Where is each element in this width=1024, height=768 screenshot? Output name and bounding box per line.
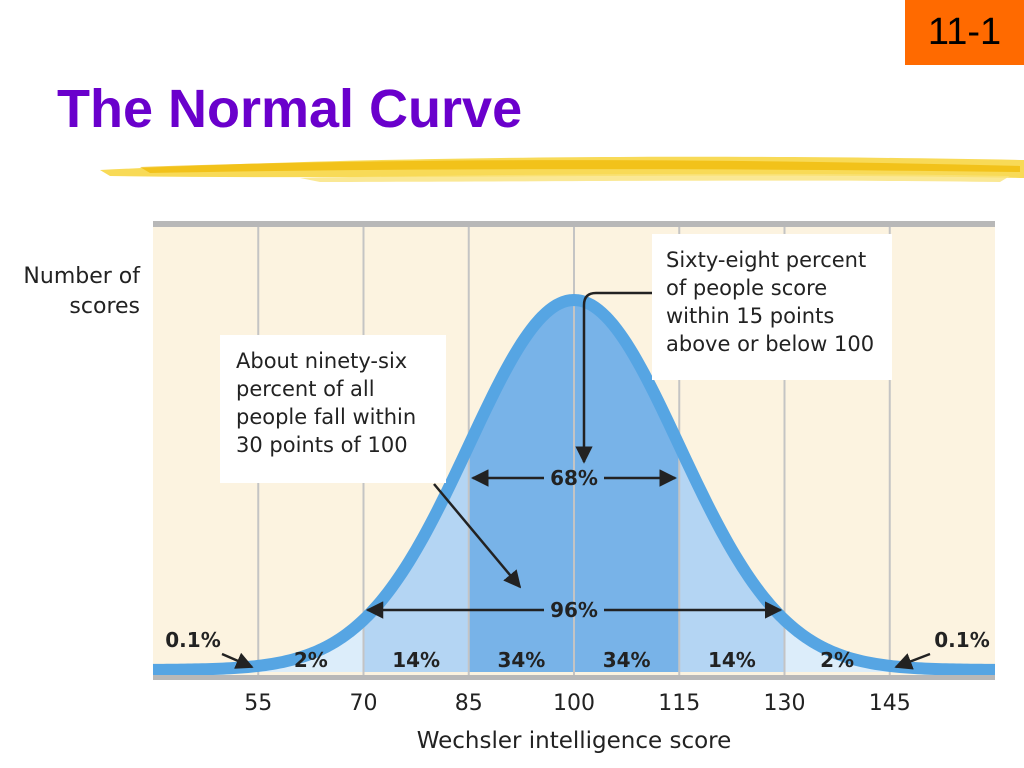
slide-number: 11-1 bbox=[905, 0, 1024, 65]
x-axis-label: Wechsler intelligence score bbox=[417, 728, 732, 754]
x-tick-label: 100 bbox=[553, 691, 595, 716]
band bbox=[258, 619, 364, 672]
callout-68: Sixty-eight percent of people score with… bbox=[652, 234, 892, 380]
brush-stroke bbox=[100, 156, 1024, 182]
tail-arrow bbox=[221, 652, 254, 669]
tail-arrow bbox=[894, 652, 931, 670]
span-label: 96% bbox=[550, 598, 598, 622]
normal-curve bbox=[150, 294, 998, 676]
tail-label: 0.1% bbox=[165, 628, 220, 652]
x-tick-label: 70 bbox=[350, 691, 378, 716]
band-label: 2% bbox=[294, 648, 328, 672]
tail-label: 0.1% bbox=[934, 628, 989, 652]
callout-96: About ninety-six percent of all people f… bbox=[220, 335, 446, 483]
callout-arrow bbox=[575, 291, 652, 464]
callout-arrow bbox=[433, 483, 522, 589]
band-label: 34% bbox=[603, 648, 651, 672]
band-label: 2% bbox=[820, 648, 854, 672]
plot-baseline bbox=[153, 675, 995, 680]
x-tick-label: 145 bbox=[869, 691, 911, 716]
x-tick-label: 130 bbox=[764, 691, 806, 716]
plot-top-border bbox=[153, 221, 995, 227]
y-axis-label: Number of scores bbox=[23, 264, 140, 319]
x-tick-label: 115 bbox=[658, 691, 700, 716]
band-label: 34% bbox=[497, 648, 545, 672]
title: The Normal Curve bbox=[57, 79, 523, 139]
span-label: 68% bbox=[550, 466, 598, 490]
band bbox=[784, 619, 890, 672]
x-tick-label: 85 bbox=[455, 691, 483, 716]
x-tick-label: 55 bbox=[244, 691, 272, 716]
band-label: 14% bbox=[392, 648, 440, 672]
band-label: 14% bbox=[708, 648, 756, 672]
